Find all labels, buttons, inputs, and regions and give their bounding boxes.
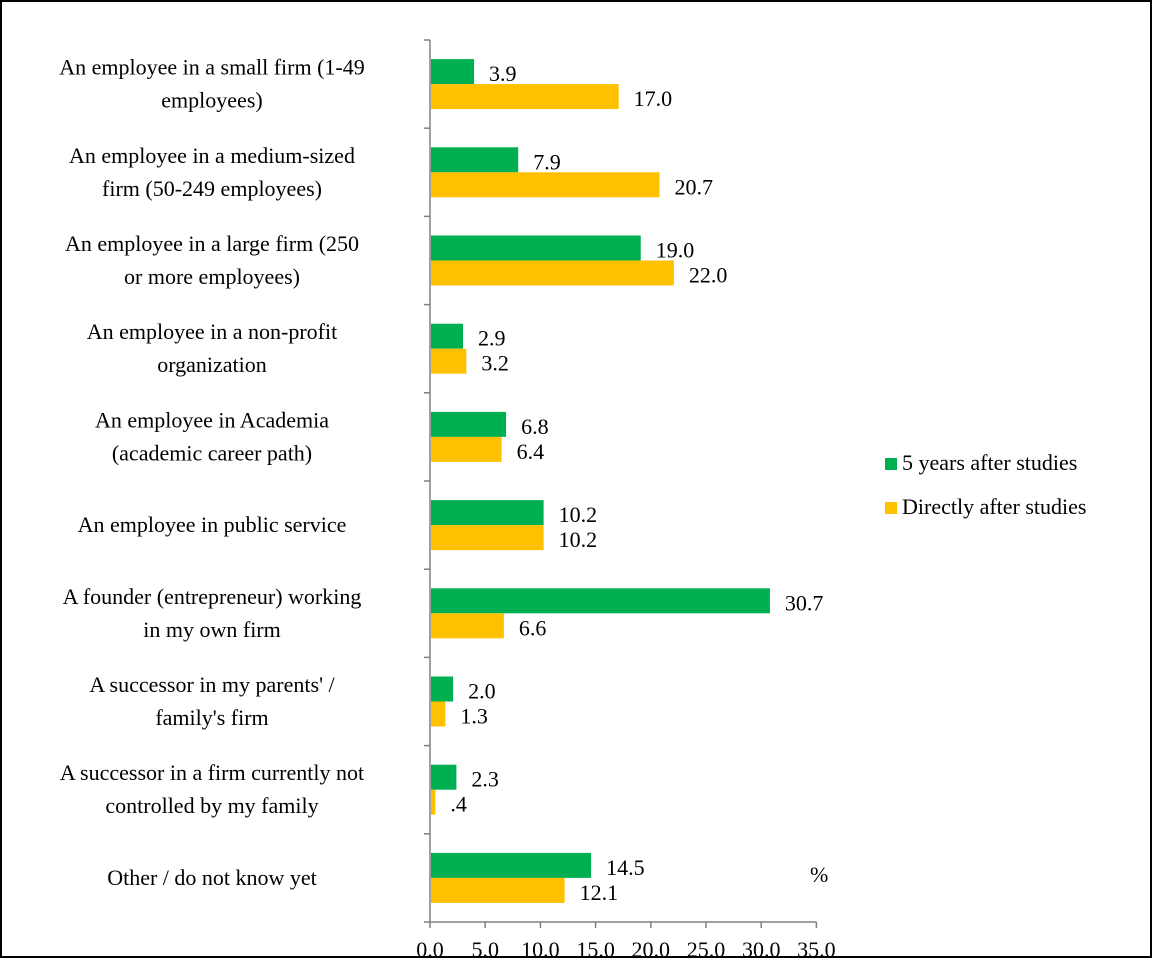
category-label: Other / do not know yet xyxy=(107,865,317,890)
x-tick-label: 0.0 xyxy=(416,937,444,956)
x-tick-label: 35.0 xyxy=(797,937,836,956)
data-label: 22.0 xyxy=(689,263,728,288)
bar-five-years xyxy=(431,147,519,173)
category-label: An employee in a large firm (250 xyxy=(65,231,359,256)
data-label: 20.7 xyxy=(675,174,714,199)
data-label: 2.3 xyxy=(471,767,499,792)
unit-label: % xyxy=(810,862,828,887)
data-label: 17.0 xyxy=(634,86,673,111)
bar-directly xyxy=(431,877,565,903)
category-label: family's firm xyxy=(155,705,268,730)
x-tick-label: 10.0 xyxy=(521,937,560,956)
bar-five-years xyxy=(431,235,641,261)
category-label: An employee in a medium-sized xyxy=(69,143,355,168)
data-label: 6.8 xyxy=(521,414,549,439)
data-label: 10.2 xyxy=(559,527,598,552)
x-tick-label: 20.0 xyxy=(632,937,671,956)
category-label: A successor in a firm currently not xyxy=(60,760,364,785)
data-label: 2.9 xyxy=(478,326,506,351)
legend-swatch xyxy=(885,502,897,514)
category-label: (academic career path) xyxy=(112,440,312,465)
bar-five-years xyxy=(431,323,464,349)
category-label: An employee in Academia xyxy=(95,407,329,432)
data-label: 3.9 xyxy=(489,61,517,86)
category-label: firm (50-249 employees) xyxy=(102,176,322,201)
bar-directly xyxy=(431,436,502,462)
bar-five-years xyxy=(431,852,592,878)
legend-label: Directly after studies xyxy=(902,494,1087,519)
bar-directly xyxy=(431,789,436,815)
bar-directly xyxy=(431,525,544,551)
bar-five-years xyxy=(431,411,507,437)
data-label: 12.1 xyxy=(580,880,619,905)
x-tick-label: 5.0 xyxy=(471,937,499,956)
category-label: organization xyxy=(157,352,267,377)
category-label: An employee in a non-profit xyxy=(87,319,338,344)
bar-five-years xyxy=(431,59,475,85)
bar-directly xyxy=(431,260,674,286)
data-label: 19.0 xyxy=(656,238,695,263)
bar-five-years xyxy=(431,764,457,790)
data-label: 1.3 xyxy=(460,704,488,729)
x-tick-label: 25.0 xyxy=(687,937,726,956)
data-label: 14.5 xyxy=(606,855,645,880)
category-label: employees) xyxy=(161,88,262,113)
legend-swatch xyxy=(885,458,897,470)
bar-directly xyxy=(431,613,504,639)
x-tick-label: 15.0 xyxy=(576,937,615,956)
category-label: A successor in my parents' / xyxy=(89,672,335,697)
data-label: 6.6 xyxy=(519,615,547,640)
category-label: An employee in a small firm (1-49 xyxy=(59,55,364,80)
bar-directly xyxy=(431,172,660,198)
bar-directly xyxy=(431,701,446,727)
category-label: in my own firm xyxy=(143,617,281,642)
category-label: or more employees) xyxy=(124,264,300,289)
category-label: An employee in public service xyxy=(78,512,347,537)
data-label: 2.0 xyxy=(468,679,496,704)
category-label: controlled by my family xyxy=(105,793,318,818)
data-label: 30.7 xyxy=(785,590,824,615)
bar-five-years xyxy=(431,676,454,702)
data-label: .4 xyxy=(450,792,467,817)
data-label: 10.2 xyxy=(559,502,598,527)
bar-five-years xyxy=(431,500,544,526)
bar-five-years xyxy=(431,588,770,614)
category-label: A founder (entrepreneur) working xyxy=(63,584,362,609)
data-label: 7.9 xyxy=(533,149,561,174)
data-label: 6.4 xyxy=(517,439,545,464)
data-label: 3.2 xyxy=(481,351,509,376)
bar-directly xyxy=(431,348,467,374)
legend-label: 5 years after studies xyxy=(902,450,1077,475)
x-tick-label: 30.0 xyxy=(742,937,781,956)
bar-directly xyxy=(431,84,619,110)
